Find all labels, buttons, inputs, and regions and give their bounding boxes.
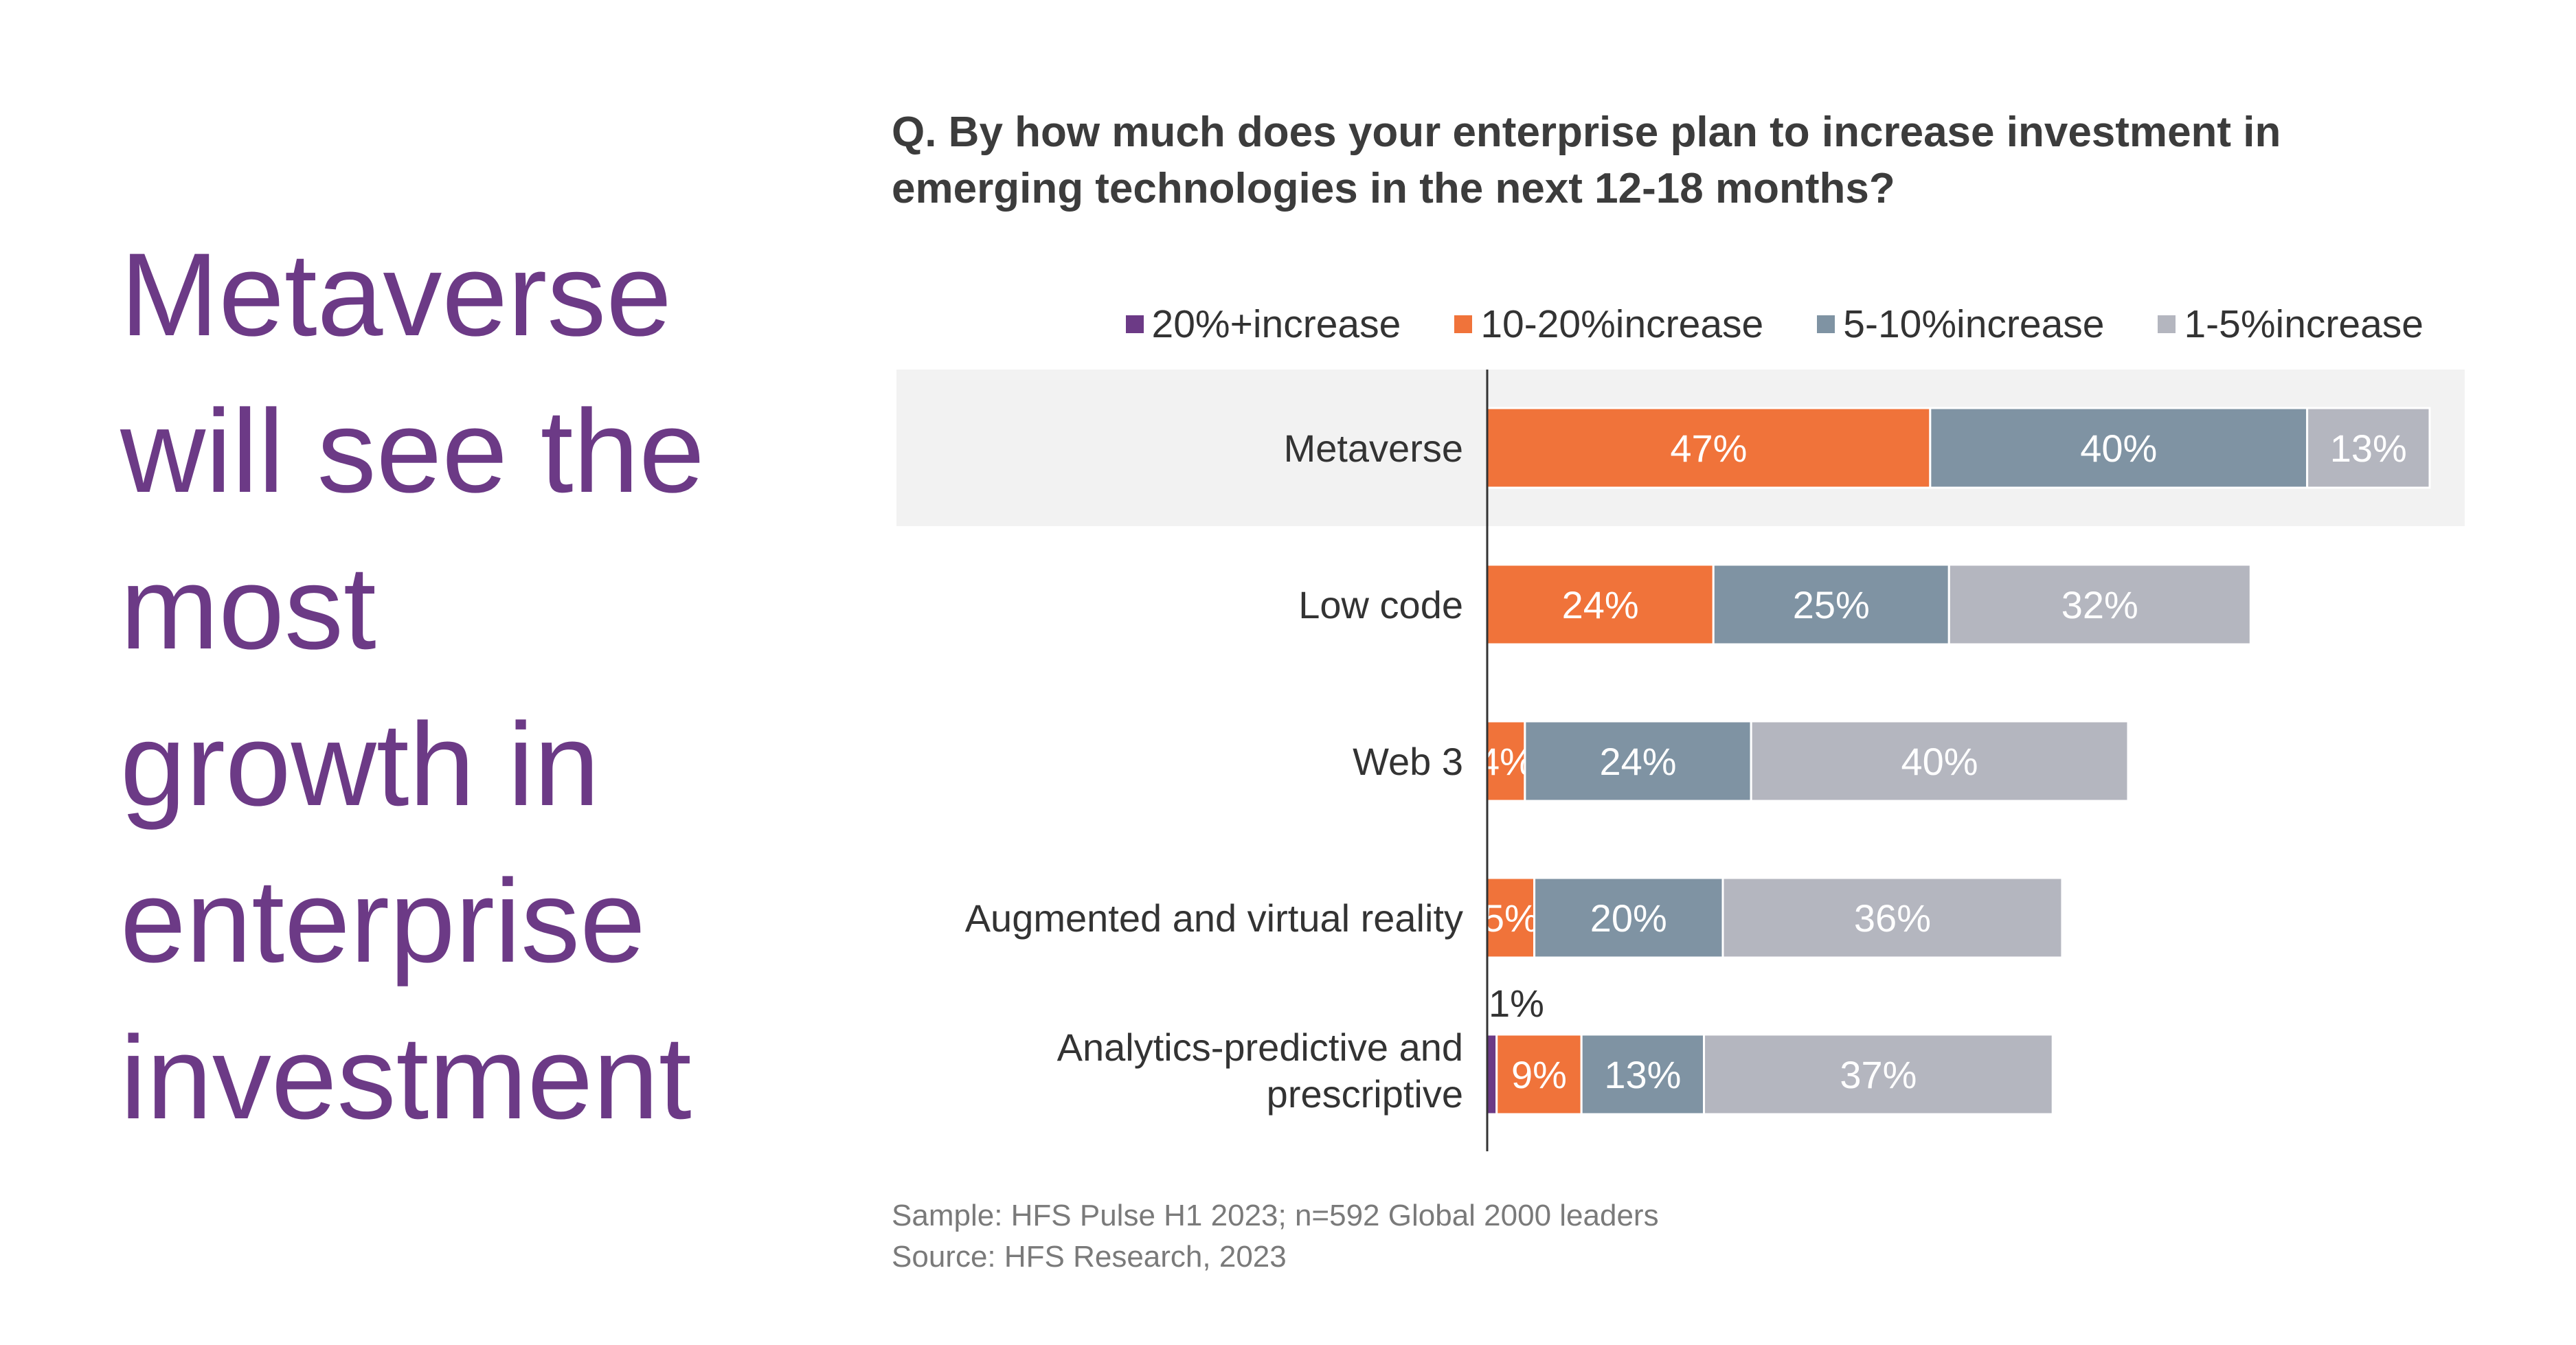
data-label: 40%: [2080, 427, 2157, 470]
legend-item-5-10: 5-10%increase: [1817, 302, 2104, 347]
data-label: 24%: [1599, 740, 1676, 783]
bar-segment: [1533, 877, 1724, 959]
headline: Metaverse will see the most growth in en…: [120, 216, 807, 1156]
sample-note: Sample: HFS Pulse H1 2023; n=592 Global …: [892, 1199, 1659, 1232]
category-label: Analytics-predictive and prescriptive: [1057, 1026, 1463, 1116]
data-label: 47%: [1670, 427, 1747, 470]
bar-segment: [1486, 720, 1526, 802]
legend-swatch: [1125, 315, 1144, 333]
chart-question: Q. By how much does your enterprise plan…: [892, 104, 2540, 217]
data-label: 20%: [1590, 896, 1667, 940]
headline-line: most: [120, 542, 376, 674]
bar-segment: [1721, 877, 2064, 959]
legend-item-10-20: 10-20%increase: [1454, 302, 1763, 347]
question-line: Q. By how much does your enterprise plan…: [892, 109, 2281, 156]
category-label: Web 3: [1353, 740, 1463, 783]
category-label: Low code: [1298, 583, 1463, 626]
legend-label: 20%+increase: [1151, 302, 1401, 346]
headline-line: investment: [120, 1012, 692, 1144]
bar-segment: [1580, 1033, 1706, 1116]
legend-label: 5-10%increase: [1843, 302, 2105, 346]
legend-label: 1-5%increase: [2184, 302, 2424, 346]
headline-line: growth in: [120, 699, 600, 830]
headline-line: Metaverse: [120, 229, 672, 361]
data-label: 9%: [1511, 1053, 1567, 1096]
data-label: 13%: [1604, 1053, 1681, 1096]
source-note: Source: HFS Research, 2023: [892, 1240, 1287, 1274]
data-label: 37%: [1840, 1053, 1917, 1096]
bar-segment: [1486, 563, 1715, 646]
data-label: 5%: [1483, 896, 1539, 940]
data-label: 25%: [1793, 583, 1870, 626]
question-line: emerging technologies in the next 12-18 …: [892, 165, 1895, 212]
data-label: 1%: [1489, 982, 1544, 1025]
legend-swatch: [1454, 315, 1473, 333]
data-label: 13%: [2330, 427, 2407, 470]
legend-swatch: [1817, 315, 1835, 333]
category-label: Augmented and virtual reality: [965, 896, 1463, 940]
bar-segment: [1703, 1033, 2054, 1116]
data-label: 32%: [2061, 583, 2138, 626]
headline-line: enterprise: [120, 855, 646, 987]
bar-segment: [1929, 407, 2309, 489]
chart-notes: Sample: HFS Pulse H1 2023; n=592 Global …: [892, 1195, 1659, 1278]
data-label: 40%: [1901, 740, 1978, 783]
category-label: Metaverse: [1284, 427, 1463, 470]
data-label: 24%: [1562, 583, 1639, 626]
bar-segment: [1486, 1033, 1498, 1116]
chart-legend: 20%+increase 10-20%increase 5-10%increas…: [1125, 297, 2424, 352]
legend-swatch: [2158, 315, 2176, 333]
data-label: 36%: [1854, 896, 1931, 940]
bar-segment: [1712, 563, 1950, 646]
bar-segment: [1947, 563, 2252, 646]
bar-segment: [1750, 720, 2129, 802]
legend-label: 10-20%increase: [1480, 302, 1764, 346]
bar-segment: [2306, 407, 2431, 489]
legend-item-20-plus: 20%+increase: [1125, 302, 1401, 347]
headline-line: will see the: [120, 385, 705, 517]
bar-segment: [1524, 720, 1752, 802]
legend-item-1-5: 1-5%increase: [2158, 302, 2424, 347]
bar-segment: [1486, 407, 1932, 489]
